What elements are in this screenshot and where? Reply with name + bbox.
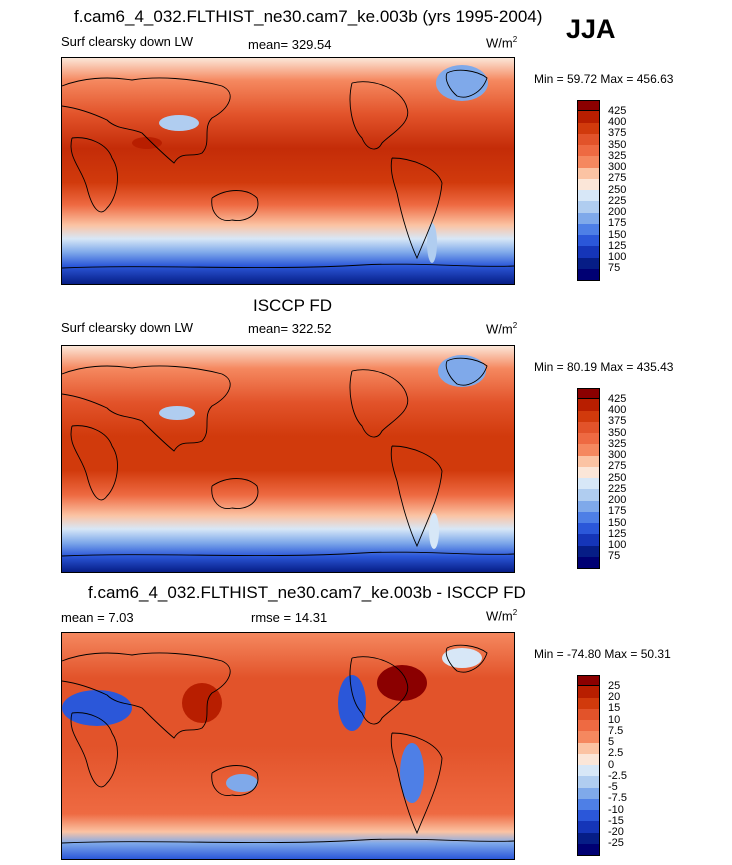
greenland-negative-bias bbox=[442, 648, 482, 668]
colorbar-tick-label: 400 bbox=[608, 116, 627, 128]
colorbar-tick-label: 125 bbox=[608, 527, 627, 540]
season-label: JJA bbox=[566, 14, 616, 44]
andes-cold-region bbox=[427, 223, 437, 263]
andes-cold-region bbox=[429, 513, 439, 549]
panel-1-colorbar: 425 400 375 350 325 300 275 250 225 200 175 150 125 1… bbox=[577, 100, 626, 281]
panel-3-units: W/m2 bbox=[486, 608, 518, 624]
coastlines bbox=[62, 69, 514, 269]
panel-2-colorbar: 425 400 375 350 325 300 275 250 225 200 175 150 125 1… bbox=[577, 388, 626, 569]
colorbar-tick-label: 325 bbox=[608, 437, 627, 450]
panel-3-map bbox=[61, 632, 515, 860]
colorbar-tick-label: 75 bbox=[608, 262, 621, 275]
colorbar-swatch bbox=[577, 100, 600, 112]
panel-2-title: ISCCP FD bbox=[253, 296, 333, 315]
colorbar-tick-label: 20 bbox=[608, 691, 621, 703]
north-america-positive-bias bbox=[377, 665, 427, 701]
colorbar-tick-label: 400 bbox=[608, 404, 627, 416]
colorbar-tick-label: 150 bbox=[608, 228, 627, 241]
colorbar-swatch bbox=[577, 556, 600, 569]
colorbar-tick-label: -2.5 bbox=[608, 769, 627, 782]
colorbar-tick-label: 7.5 bbox=[608, 724, 624, 737]
colorbar-tick-label: 275 bbox=[608, 460, 627, 473]
panel-3-colorbar: 25 20 15 10 7.5 5 2.5 0 -2.5 -5 -7.5 -10 -15 -20 -25 bbox=[577, 675, 627, 856]
colorbar-tick-label: 375 bbox=[608, 415, 627, 428]
colorbar-tick-label: 200 bbox=[608, 206, 627, 218]
colorbar-tick-label: 0 bbox=[608, 758, 615, 771]
colorbar-tick-label: 10 bbox=[608, 713, 621, 726]
colorbar-tick-label: -7.5 bbox=[608, 792, 627, 805]
colorbar-swatch bbox=[577, 268, 600, 281]
colorbar-tick-label: 325 bbox=[608, 149, 627, 162]
colorbar-tick-label: 375 bbox=[608, 127, 627, 140]
colorbar-tick-label: 100 bbox=[608, 539, 627, 551]
panel-2-units: W/m2 bbox=[486, 321, 518, 337]
colorbar-tick-label: -5 bbox=[608, 781, 618, 793]
panel-2-mean: mean= 322.52 bbox=[248, 321, 332, 336]
colorbar-tick-label: 2.5 bbox=[608, 747, 624, 760]
panel-2-map bbox=[61, 345, 515, 573]
panel-3-title: f.cam6_4_032.FLTHIST_ne30.cam7_ke.003b -… bbox=[88, 583, 526, 602]
india-warm-region bbox=[132, 137, 162, 149]
colorbar-tick-label: 175 bbox=[608, 217, 627, 230]
east-asia-positive-bias bbox=[182, 683, 222, 723]
colorbar-tick-label: 125 bbox=[608, 239, 627, 252]
colorbar-tick-label: -15 bbox=[608, 814, 624, 827]
colorbar-tick-label: 350 bbox=[608, 138, 627, 151]
panel-1-units: W/m2 bbox=[486, 35, 518, 51]
colorbar-swatch bbox=[577, 388, 600, 400]
panel-1-title: f.cam6_4_032.FLTHIST_ne30.cam7_ke.003b (… bbox=[74, 7, 543, 26]
greenland-cold-region bbox=[438, 355, 486, 387]
colorbar-tick-label: -25 bbox=[608, 837, 624, 850]
panel-3-minmax: Min = -74.80 Max = 50.31 bbox=[534, 647, 671, 661]
tibet-cold-region bbox=[159, 115, 199, 131]
panel-1-minmax: Min = 59.72 Max = 456.63 bbox=[534, 72, 674, 86]
colorbar-tick-label: 25 bbox=[608, 679, 621, 692]
colorbar-tick-label: 300 bbox=[608, 449, 627, 461]
panel-1-map-plot bbox=[62, 58, 514, 284]
greenland-cold-region bbox=[436, 65, 488, 101]
colorbar-tick-label: 425 bbox=[608, 104, 627, 117]
tibet-cold-region bbox=[159, 406, 195, 420]
panel-2-map-plot bbox=[62, 346, 514, 572]
east-pacific-negative-bias bbox=[338, 675, 366, 731]
coastlines bbox=[62, 644, 514, 844]
coastlines bbox=[62, 357, 514, 557]
south-america-negative-bias bbox=[400, 743, 424, 803]
colorbar-tick-label: 225 bbox=[608, 194, 627, 207]
colorbar-tick-label: 250 bbox=[608, 183, 627, 196]
colorbar-tick-label: 225 bbox=[608, 482, 627, 495]
colorbar-tick-label: 5 bbox=[608, 736, 615, 748]
panel-3-rmse: rmse = 14.31 bbox=[251, 610, 328, 625]
colorbar-tick-label: 275 bbox=[608, 172, 627, 185]
colorbar-tick-label: 100 bbox=[608, 251, 627, 263]
panel-3-map-plot bbox=[62, 633, 514, 859]
indian-ocean-negative-bias bbox=[62, 690, 132, 726]
australia-negative-bias bbox=[226, 774, 258, 792]
colorbar-tick-label: 425 bbox=[608, 392, 627, 405]
panel-2-minmax: Min = 80.19 Max = 435.43 bbox=[534, 360, 674, 374]
colorbar-tick-label: 150 bbox=[608, 516, 627, 529]
colorbar-tick-label: 300 bbox=[608, 161, 627, 173]
panel-3-mean: mean = 7.03 bbox=[61, 610, 134, 625]
panel-1-map bbox=[61, 57, 515, 285]
colorbar-tick-label: 250 bbox=[608, 471, 627, 484]
colorbar-swatch bbox=[577, 843, 600, 856]
panel-1-variable: Surf clearsky down LW bbox=[61, 34, 193, 49]
colorbar-swatch bbox=[577, 675, 600, 687]
colorbar-tick-label: 15 bbox=[608, 702, 621, 715]
colorbar-tick-label: 350 bbox=[608, 426, 627, 439]
panel-2-variable: Surf clearsky down LW bbox=[61, 320, 193, 335]
colorbar-tick-label: -10 bbox=[608, 803, 624, 816]
colorbar-tick-label: 175 bbox=[608, 505, 627, 518]
colorbar-tick-label: 75 bbox=[608, 550, 621, 563]
colorbar-tick-label: 200 bbox=[608, 494, 627, 506]
panel-1-mean: mean= 329.54 bbox=[248, 37, 332, 52]
colorbar-tick-label: -20 bbox=[608, 826, 624, 838]
